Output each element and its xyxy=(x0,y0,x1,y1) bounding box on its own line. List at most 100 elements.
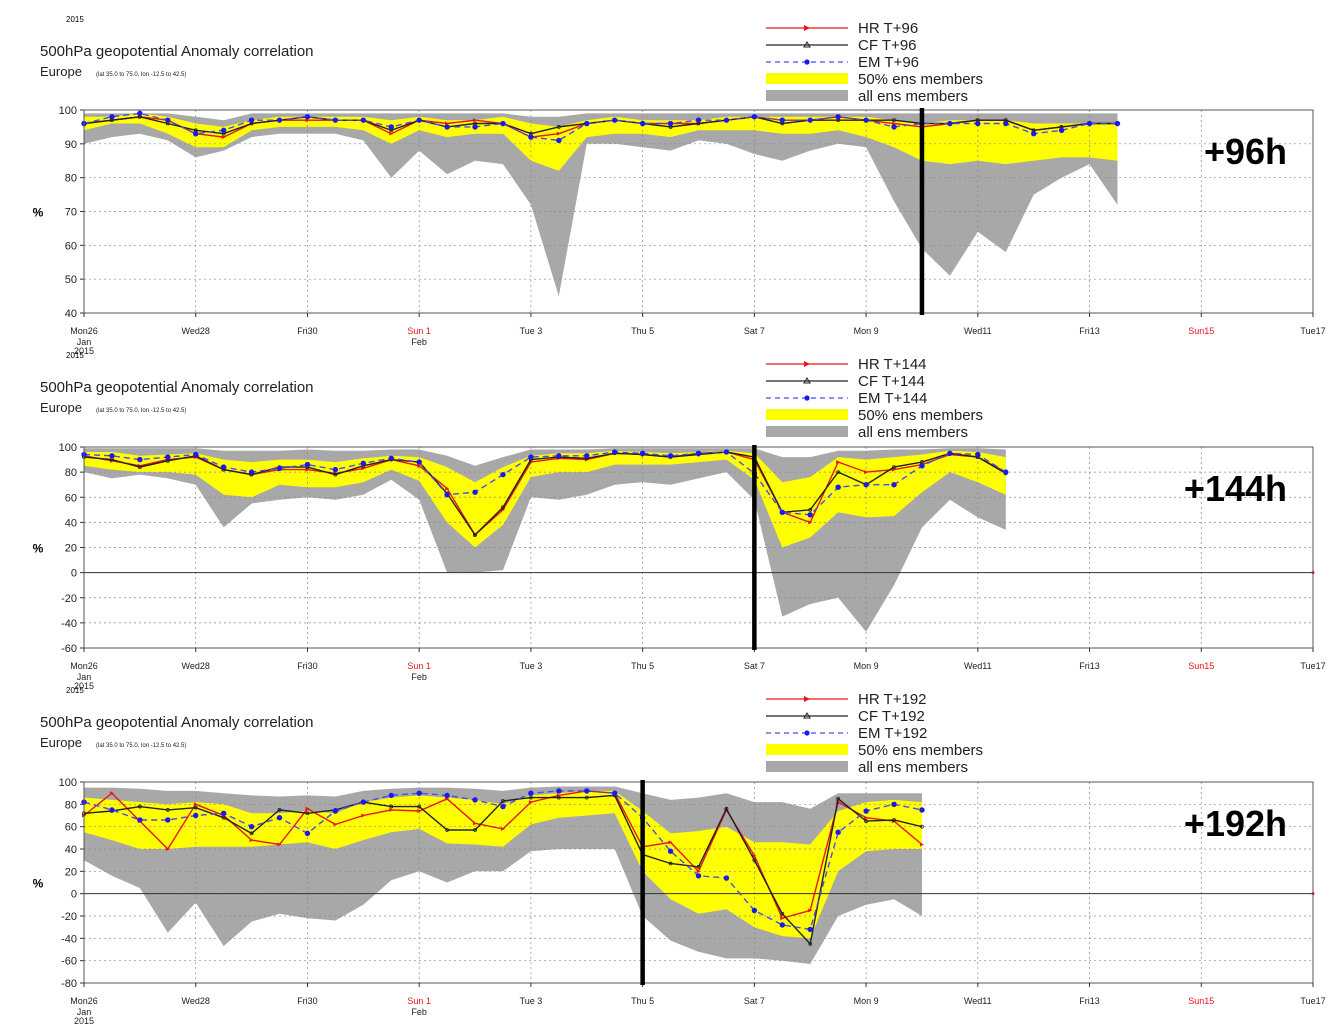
chart-panel-1: 2015 500hPa geopotential Anomaly correlat… xyxy=(33,15,1326,356)
series-em-point xyxy=(332,117,339,123)
x-tick-label: Sun 1 xyxy=(407,326,431,336)
legend-swatch-ens50 xyxy=(766,73,848,84)
plot-area xyxy=(84,110,1313,313)
y-tick-label: 60 xyxy=(65,492,77,504)
series-em-point xyxy=(109,453,115,459)
y-tick-label: 90 xyxy=(65,139,77,151)
legend-marker-hr xyxy=(804,25,810,31)
series-cf-point xyxy=(556,125,561,129)
series-cf-point xyxy=(892,818,896,822)
series-em-point xyxy=(835,114,841,120)
series-cf-point xyxy=(501,505,505,510)
series-cf-point xyxy=(529,795,533,800)
series-em-point xyxy=(751,907,758,914)
series-em-point xyxy=(500,803,506,810)
series-hr-point xyxy=(752,853,757,858)
x-tick-label: Mon 9 xyxy=(854,326,879,336)
x-tick-label: Tue 3 xyxy=(520,326,543,336)
series-hr-point xyxy=(417,463,422,468)
series-em-point xyxy=(276,815,283,821)
x-tick-label: Mon26 xyxy=(70,661,98,671)
x-tick-label: Fri13 xyxy=(1079,996,1100,1006)
y-tick-label: 50 xyxy=(65,274,77,286)
series-cf-point xyxy=(752,858,757,863)
y-axis-label: % xyxy=(33,877,44,891)
series-hr-point xyxy=(109,791,114,796)
series-em-point xyxy=(137,817,143,823)
series-em-point xyxy=(1086,120,1093,127)
series-em-point xyxy=(528,134,534,140)
series-em-point xyxy=(528,790,534,796)
y-tick-label: 60 xyxy=(65,822,77,834)
series-hr-point xyxy=(668,840,673,845)
series-cf-point xyxy=(445,828,450,832)
series-em-point xyxy=(444,124,450,130)
series-cf-point xyxy=(501,799,505,803)
x-tick-label: Sun15 xyxy=(1188,326,1214,336)
series-cf-point xyxy=(864,819,868,823)
y-tick-label: 60 xyxy=(65,240,77,252)
y-tick-label: 100 xyxy=(59,105,77,117)
series-cf-point xyxy=(417,804,422,809)
series-em-point xyxy=(472,797,478,803)
series-hr-point xyxy=(389,807,394,812)
lead-time-label: +144h xyxy=(1184,468,1287,509)
legend-swatch-ensall xyxy=(766,761,848,772)
x-tick-label: Wed11 xyxy=(964,661,992,671)
series-cf-point xyxy=(193,805,198,810)
series-em-point xyxy=(667,453,674,459)
series-cf-point xyxy=(836,470,841,475)
series-em-point xyxy=(500,471,506,478)
series-em-point xyxy=(863,481,869,488)
x-year-label: 2015 xyxy=(74,346,94,356)
plot-frame xyxy=(83,781,1314,984)
series-cf-line xyxy=(83,794,923,946)
series-em-point xyxy=(360,117,367,123)
ens-50-band xyxy=(84,450,1006,548)
year-label: 2015 xyxy=(66,15,84,24)
series-em-point xyxy=(863,808,869,814)
x-tick-sublabel: Jan xyxy=(77,1007,92,1017)
legend-swatch-ens50 xyxy=(766,409,848,420)
legend-label: EM T+96 xyxy=(858,54,919,71)
series-em-point xyxy=(1003,469,1009,475)
series-em-point xyxy=(388,124,394,130)
chart-title: 500hPa geopotential Anomaly correlation xyxy=(40,379,314,396)
series-hr-point xyxy=(165,847,170,851)
x-tick-label: Tue17 xyxy=(1300,996,1325,1006)
legend-label: 50% ens members xyxy=(858,71,983,88)
series-em-point xyxy=(779,922,785,928)
series-em-point xyxy=(556,137,562,144)
series-em-point xyxy=(556,453,562,459)
series-em-point xyxy=(528,454,534,460)
series-em-line xyxy=(83,112,1118,142)
plot-frame xyxy=(83,446,1314,649)
series-em-point xyxy=(639,450,646,456)
series-em-point xyxy=(220,810,227,816)
series-em-point xyxy=(500,120,506,127)
chart-panel-2: 2015 500hPa geopotential Anomaly correlat… xyxy=(33,351,1326,691)
legend-label: EM T+192 xyxy=(858,725,927,742)
series-cf-point xyxy=(137,804,142,809)
series-cf-point xyxy=(221,815,226,820)
chart-subtitle: Europe xyxy=(40,735,82,750)
series-hr-point xyxy=(473,118,478,123)
series-em-point xyxy=(388,792,394,799)
series-cf-point xyxy=(892,465,896,470)
legend-label: HR T+192 xyxy=(858,691,927,708)
y-tick-label: 0 xyxy=(71,889,77,901)
series-hr-point xyxy=(389,131,394,136)
x-tick-sublabel: Feb xyxy=(411,1007,427,1017)
series-em-point xyxy=(193,130,199,137)
y-tick-label: -40 xyxy=(61,933,77,945)
series-em-point xyxy=(472,124,478,130)
chart-region-note: (lat 35.0 to 75.0, lon -12.5 to 42.5) xyxy=(96,743,186,749)
series-cf-point xyxy=(780,911,785,916)
y-tick-label: 80 xyxy=(65,173,77,185)
x-tick-label: Fri30 xyxy=(297,996,318,1006)
y-tick-label: 0 xyxy=(71,568,77,580)
series-cf-line xyxy=(83,451,1007,536)
legend-marker-em xyxy=(804,395,810,401)
legend-label: 50% ens members xyxy=(858,742,983,759)
